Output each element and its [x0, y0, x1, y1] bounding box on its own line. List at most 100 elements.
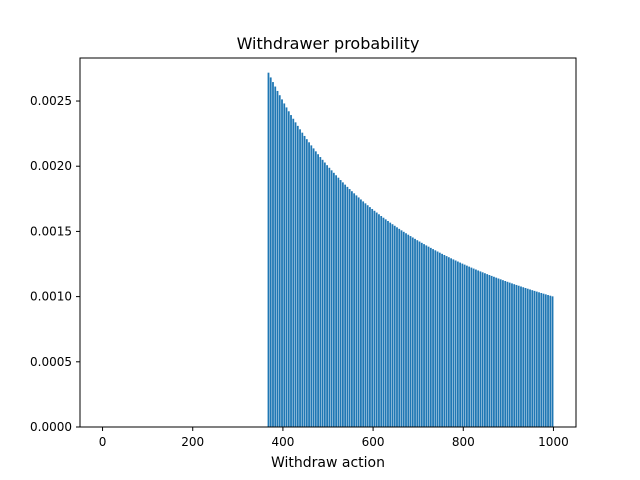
bar [533, 290, 536, 427]
x-tick-label: 400 [271, 435, 294, 449]
bar [438, 252, 441, 427]
bar [456, 261, 459, 427]
bar [441, 253, 443, 427]
plot-frame [79, 57, 577, 428]
bar [287, 111, 290, 427]
bar [314, 151, 317, 427]
bar [515, 284, 518, 427]
x-tick-label: 800 [452, 435, 475, 449]
x-axis-ticks: 0 200 400 600 800 1000 [99, 427, 569, 449]
bar [398, 228, 401, 427]
bar [547, 295, 549, 427]
bar [301, 132, 304, 428]
bar [357, 197, 360, 427]
bar [317, 154, 319, 427]
bar [319, 157, 322, 428]
bar [531, 290, 534, 427]
y-tick-label: 0.0005 [30, 355, 72, 369]
bar [414, 238, 416, 427]
bar [418, 241, 421, 427]
bar [472, 268, 475, 427]
bar [391, 224, 394, 427]
bar [468, 266, 471, 427]
bar [292, 118, 295, 427]
y-tick-label: 0.0020 [30, 159, 72, 173]
bar [274, 86, 277, 427]
bar [323, 162, 326, 427]
x-tick-label: 0 [99, 435, 107, 449]
bar [355, 195, 358, 427]
bar [305, 139, 308, 428]
bar [506, 281, 509, 427]
bar [312, 148, 315, 427]
bar [461, 263, 464, 427]
bar [353, 193, 356, 427]
bar [493, 276, 495, 427]
bar [335, 175, 338, 427]
bar [490, 275, 493, 427]
bar [524, 287, 527, 427]
bar [511, 283, 513, 427]
bar [330, 170, 333, 427]
bar [436, 251, 439, 427]
bar [504, 280, 507, 427]
bar [371, 208, 374, 427]
bar [321, 159, 324, 427]
bar [299, 129, 301, 427]
bar [276, 90, 279, 427]
bar [348, 189, 351, 427]
bar [475, 269, 477, 427]
bar [486, 274, 489, 427]
x-tick-label: 1000 [538, 435, 569, 449]
bar [416, 240, 419, 427]
bar [278, 95, 281, 427]
bar [382, 217, 385, 427]
bar [310, 145, 313, 427]
bar [459, 262, 462, 427]
bar [463, 264, 466, 427]
bar [380, 216, 383, 427]
bar [513, 284, 516, 427]
bar [477, 270, 480, 427]
bar [429, 247, 432, 427]
bar [450, 258, 452, 427]
bar [407, 234, 410, 427]
chart-title: Withdrawer probability [237, 34, 420, 53]
x-tick-label: 600 [362, 435, 385, 449]
bar [432, 249, 434, 427]
bar [384, 219, 387, 427]
bar [443, 254, 446, 427]
bar [373, 210, 376, 427]
bar [269, 77, 272, 428]
bar [267, 72, 270, 428]
bar [538, 292, 540, 427]
bar [526, 288, 529, 427]
bar [542, 293, 545, 427]
bar [389, 222, 392, 427]
bar [281, 99, 283, 427]
bar [294, 122, 297, 427]
bar [396, 227, 398, 427]
bar [551, 296, 554, 427]
bar [479, 271, 482, 427]
bar [452, 259, 455, 427]
bar [445, 256, 448, 427]
bar [447, 257, 450, 427]
bar [332, 172, 335, 427]
bar [549, 295, 552, 427]
bar [375, 212, 378, 427]
bar [535, 291, 538, 427]
bar [364, 203, 367, 427]
bar [544, 294, 547, 427]
bars-group [267, 72, 554, 428]
bar [308, 142, 310, 427]
y-axis-ticks: 0.0000 0.0005 0.0010 0.0015 0.0020 0.0025 [30, 94, 80, 434]
bar [520, 286, 522, 427]
bar [470, 267, 473, 427]
bar [285, 107, 288, 428]
bar [326, 165, 328, 427]
bar [393, 225, 396, 427]
bar [411, 237, 414, 427]
bar [341, 182, 344, 427]
